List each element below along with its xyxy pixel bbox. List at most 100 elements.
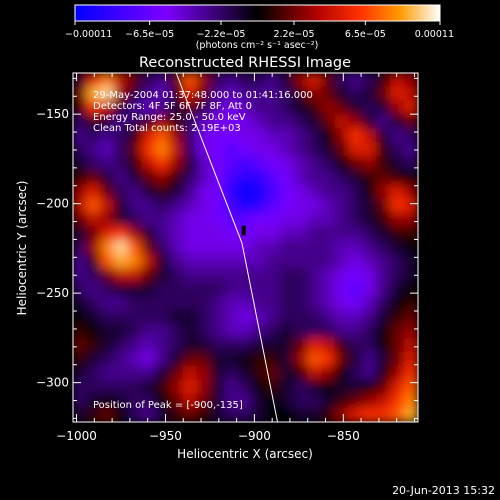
heatmap-cell [113, 267, 129, 283]
heatmap-cell [196, 295, 212, 311]
heatmap-cell [403, 267, 418, 283]
heatmap-cell [389, 407, 405, 422]
heatmap-cell [155, 240, 171, 255]
heatmap-cell [389, 309, 405, 325]
heatmap-cell [196, 114, 212, 130]
heatmap-cell [127, 365, 143, 381]
heatmap-cell [376, 212, 391, 228]
heatmap-cell [348, 114, 364, 130]
heatmap-cell [307, 379, 322, 395]
heatmap-cell [224, 309, 240, 325]
heatmap-cell [307, 240, 322, 255]
heatmap-cell [376, 240, 391, 255]
heatmap-cell [155, 128, 171, 144]
colorbar-tick-label: 6.5e−05 [345, 29, 386, 40]
colorbar-tick-label: −6.5e−05 [125, 29, 174, 40]
peak-position-label: Position of Peak = [-900,-135] [93, 400, 243, 411]
heatmap-cell [210, 184, 226, 200]
heatmap-cell [403, 114, 418, 130]
heatmap-cell [210, 170, 226, 186]
heatmap-cell [389, 351, 405, 367]
heatmap-cell [403, 295, 418, 311]
heatmap-cell [210, 73, 226, 88]
heatmap-cell [265, 253, 281, 269]
heatmap-cell [265, 337, 281, 353]
heatmap-cell [265, 170, 281, 186]
heatmap-cell [127, 184, 143, 200]
x-tick-labels: −1000 −950 −900 −850 [56, 429, 360, 443]
heatmap-cell [403, 365, 418, 381]
heatmap-cell [376, 281, 391, 297]
heatmap-cell [86, 100, 102, 116]
heatmap-cell [334, 337, 350, 353]
heatmap-cell [210, 309, 226, 325]
heatmap-cell [279, 100, 295, 116]
heatmap-cell [307, 86, 322, 102]
heatmap-cell [362, 351, 378, 367]
heatmap-cell [320, 100, 336, 116]
heatmap-cell [293, 407, 309, 422]
heatmap-cell [389, 128, 405, 144]
heatmap-cell [334, 309, 350, 325]
colorbar-tick-label: 0.00011 [415, 29, 454, 40]
heatmap-cell [86, 351, 102, 367]
heatmap-cell [73, 198, 88, 214]
heatmap-cell [265, 128, 281, 144]
heatmap-cell [169, 226, 184, 242]
heatmap-cell [279, 337, 295, 353]
heatmap-cell [73, 212, 88, 228]
heatmap-cell [320, 351, 336, 367]
heatmap-cell [113, 393, 129, 409]
heatmap-cell [86, 337, 102, 353]
heatmap-cell [362, 212, 378, 228]
heatmap-cell [293, 253, 309, 269]
heatmap-cell [182, 198, 198, 214]
heatmap-cell [376, 156, 391, 172]
heatmap-cell [196, 365, 212, 381]
heatmap-cell [127, 156, 143, 172]
annotation-line-time: 29-May-2004 01:37:48.000 to 01:41:16.000 [93, 90, 313, 101]
heatmap-cell [127, 323, 143, 339]
heatmap-cell [251, 365, 267, 381]
heatmap-cell [73, 156, 88, 172]
heatmap-cell [141, 212, 157, 228]
heatmap-cell [348, 86, 364, 102]
heatmap-cell [307, 184, 322, 200]
heatmap-cell [307, 100, 322, 116]
heatmap-cell [320, 114, 336, 130]
heatmap-cell [155, 323, 171, 339]
heatmap-cell [320, 281, 336, 297]
annotation-block: 29-May-2004 01:37:48.000 to 01:41:16.000… [93, 90, 313, 134]
heatmap-cell [251, 295, 267, 311]
heatmap-cell [389, 253, 405, 269]
heatmap-cell [169, 212, 184, 228]
heatmap-cell [265, 281, 281, 297]
heatmap-cell [238, 393, 253, 409]
colorbar-tick-label: −2.2e−05 [197, 29, 246, 40]
heatmap-cell [279, 198, 295, 214]
heatmap-cell [73, 184, 88, 200]
heatmap-cell [169, 156, 184, 172]
heatmap-cell [348, 100, 364, 116]
heatmap-cell [210, 351, 226, 367]
heatmap-cell [224, 351, 240, 367]
heatmap-cell [224, 295, 240, 311]
colorbar: −0.00011 −6.5e−05 −2.2e−05 2.2e−05 6.5e−05 0.… [65, 4, 454, 51]
heatmap-cell [196, 73, 212, 88]
heatmap-cell [100, 365, 115, 381]
heatmap-cell [210, 407, 226, 422]
heatmap-cell [196, 379, 212, 395]
heatmap-cell [307, 351, 322, 367]
heatmap-cell [169, 86, 184, 102]
heatmap-cell [334, 212, 350, 228]
heatmap-cell [182, 226, 198, 242]
heatmap-cell [196, 323, 212, 339]
heatmap-cell [224, 86, 240, 102]
heatmap-cell [141, 142, 157, 158]
heatmap-cell [376, 309, 391, 325]
heatmap-cell [86, 323, 102, 339]
axis-ticks [73, 73, 418, 422]
heatmap-cell [279, 142, 295, 158]
heatmap-cell [73, 407, 88, 422]
heatmap-cell [403, 240, 418, 255]
